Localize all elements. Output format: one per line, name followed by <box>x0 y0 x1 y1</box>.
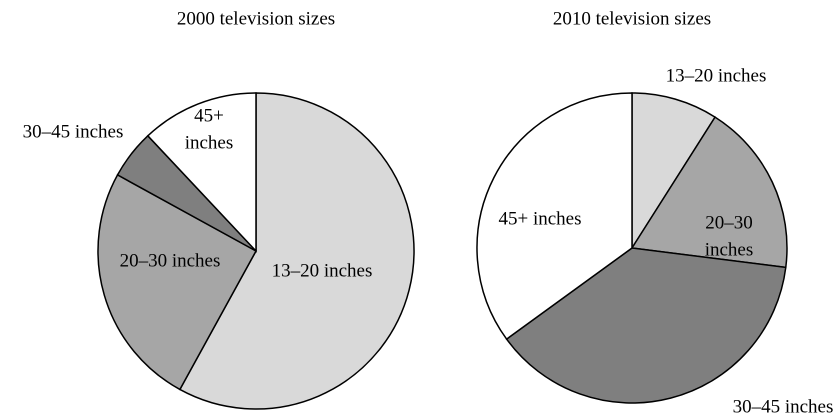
slice-label: 20–30 inches <box>120 250 221 271</box>
chart-title: 2000 television sizes <box>177 8 335 29</box>
pie-slice <box>630 116 788 269</box>
slice-label: 13–20 inches <box>666 65 767 86</box>
pie-slice <box>146 92 257 253</box>
pie-slice <box>505 247 787 404</box>
pie-slice <box>631 92 717 251</box>
chart-title: 2010 television sizes <box>553 8 711 29</box>
slice-label: 30–45 inches <box>23 121 124 142</box>
pie-slice <box>97 173 258 391</box>
pie-slice <box>476 92 633 341</box>
slice-label: 13–20 inches <box>272 260 373 281</box>
slice-label: 45+ inches <box>498 208 581 229</box>
slice-label: 20–30 inches <box>705 213 754 261</box>
slice-label: 45+ inches <box>185 106 234 154</box>
slice-label: 30–45 inches <box>733 396 834 417</box>
pie-slice <box>178 92 415 410</box>
